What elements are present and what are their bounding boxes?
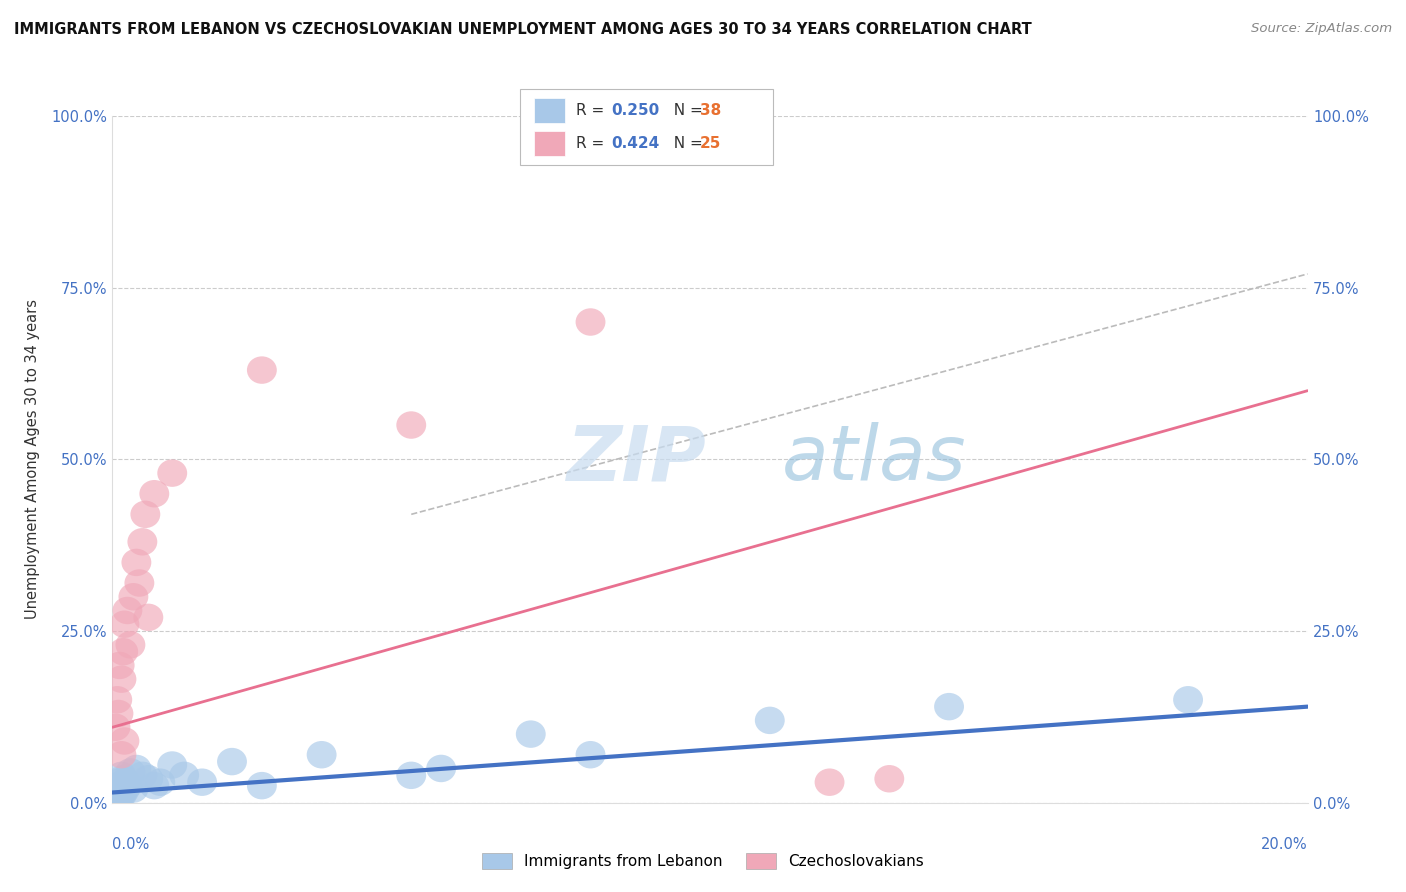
Text: N =: N = (664, 136, 707, 152)
Text: 20.0%: 20.0% (1261, 837, 1308, 852)
Y-axis label: Unemployment Among Ages 30 to 34 years: Unemployment Among Ages 30 to 34 years (25, 300, 39, 619)
Text: IMMIGRANTS FROM LEBANON VS CZECHOSLOVAKIAN UNEMPLOYMENT AMONG AGES 30 TO 34 YEAR: IMMIGRANTS FROM LEBANON VS CZECHOSLOVAKI… (14, 22, 1032, 37)
Text: R =: R = (576, 136, 610, 152)
Text: 0.424: 0.424 (612, 136, 659, 152)
Text: N =: N = (664, 103, 707, 118)
Text: 0.0%: 0.0% (112, 837, 149, 852)
Legend: Immigrants from Lebanon, Czechoslovakians: Immigrants from Lebanon, Czechoslovakian… (475, 847, 931, 875)
Text: 38: 38 (700, 103, 721, 118)
Text: R =: R = (576, 103, 610, 118)
Text: atlas: atlas (782, 423, 966, 496)
Text: 25: 25 (700, 136, 721, 152)
Text: Source: ZipAtlas.com: Source: ZipAtlas.com (1251, 22, 1392, 36)
Text: 0.250: 0.250 (612, 103, 659, 118)
Text: ZIP: ZIP (567, 423, 706, 496)
